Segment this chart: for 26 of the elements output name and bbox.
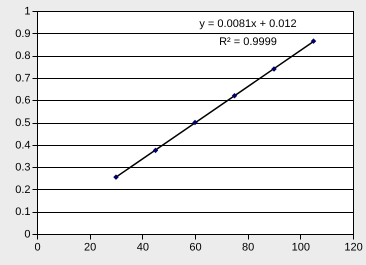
x-tick-label: 80 [242, 242, 254, 254]
x-tick-label: 40 [136, 242, 149, 254]
x-tick-label: 60 [189, 242, 202, 254]
y-tick-label: 0 [24, 228, 30, 240]
y-tick-label: 0.1 [15, 206, 30, 218]
point [232, 93, 238, 98]
annotation: y = 0.0081x + 0.012 [199, 18, 297, 30]
x-tick-label: 20 [84, 242, 96, 254]
x-tick-label: 0 [34, 242, 41, 254]
y-tick-label: 0.7 [15, 72, 30, 84]
point [113, 174, 119, 180]
y-tick-label: 0.4 [15, 139, 30, 152]
point [192, 120, 198, 126]
y-tick-label: 0.2 [15, 184, 30, 196]
point [271, 66, 277, 72]
y-tick-label: 0.6 [15, 94, 30, 107]
y-tick-label: 0.5 [15, 117, 30, 129]
y-tick-label: 0.8 [15, 50, 30, 62]
y-tick-label: 1 [24, 6, 30, 18]
y-tick-label: 0.9 [15, 28, 30, 40]
annotation: R² = 0.9999 [219, 36, 277, 48]
x-tick-label: 120 [344, 242, 363, 254]
point [310, 38, 316, 44]
x-tick-label: 100 [292, 242, 310, 254]
y-tick-label: 0.3 [15, 162, 30, 174]
point [152, 148, 158, 154]
